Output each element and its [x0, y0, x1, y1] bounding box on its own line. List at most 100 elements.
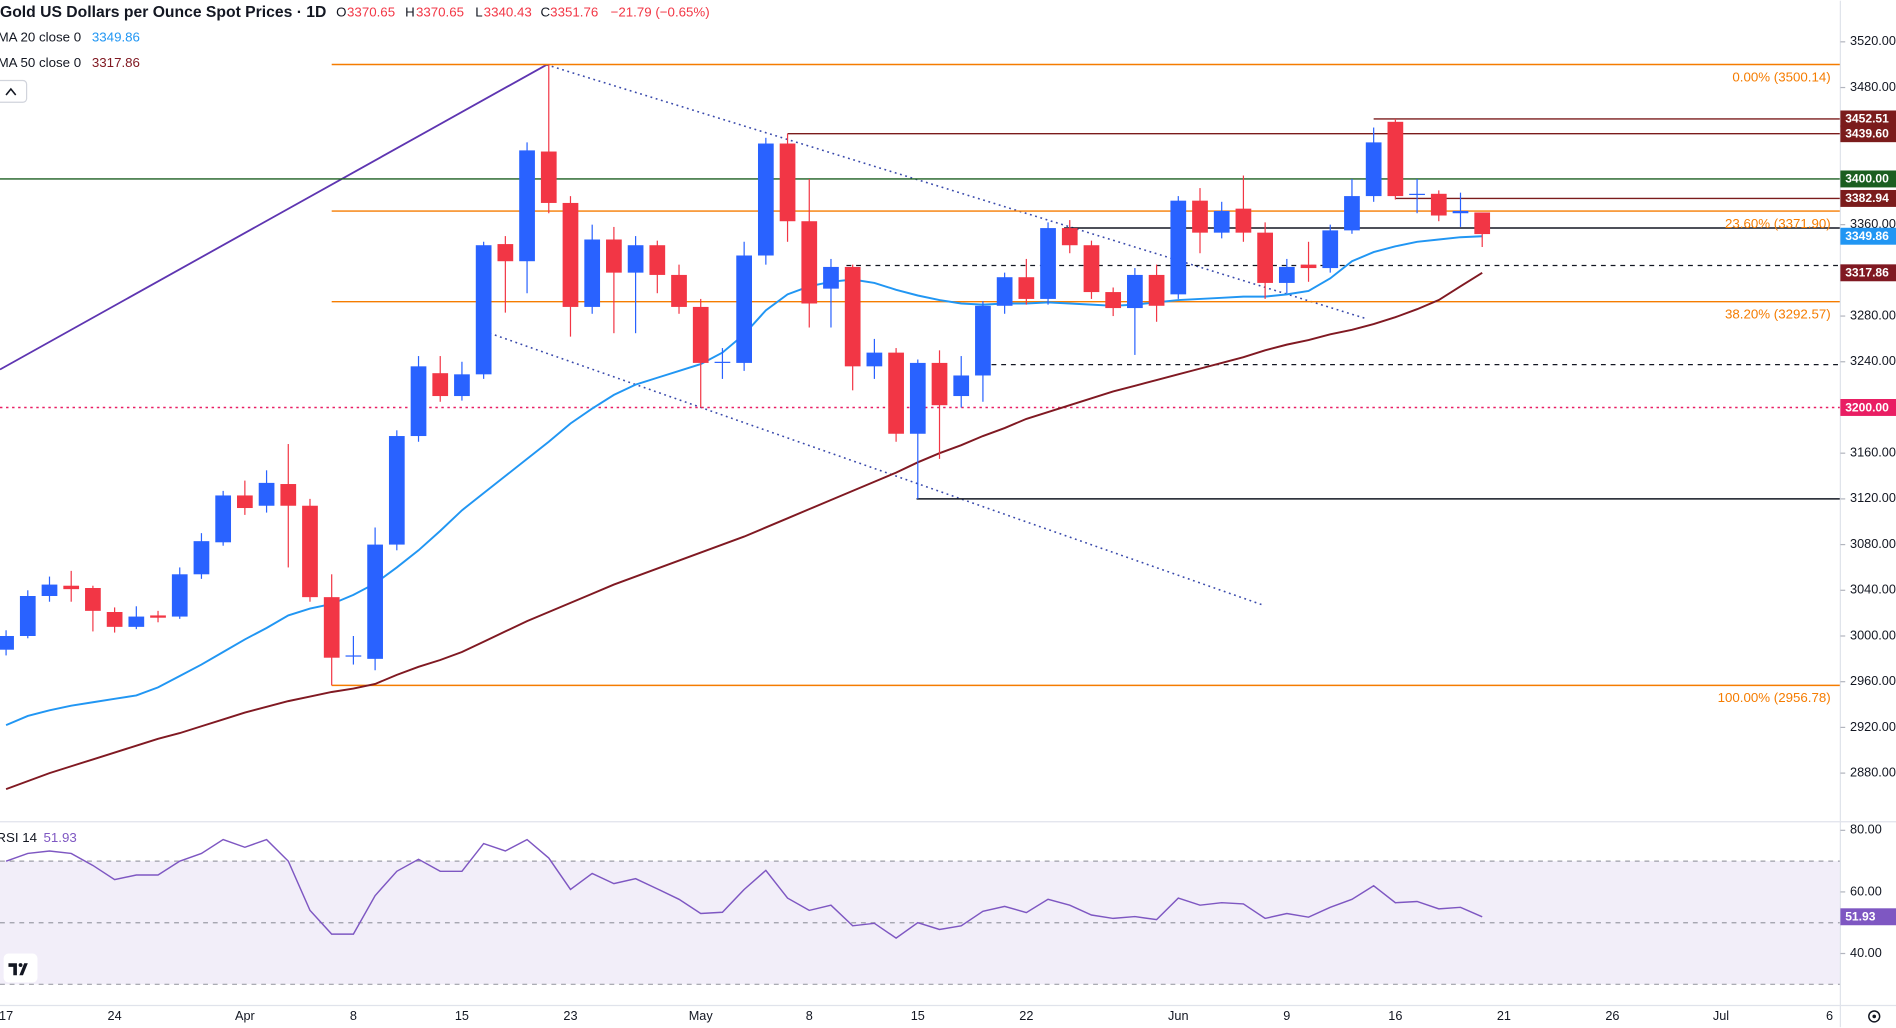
overlay-layer: 17 24 Apr 8 15 23 May 8 15 22 Jun 9 16 21 26 Jul 6 3520.0… — [0, 34, 1896, 1023]
logo-frame[interactable] — [3, 953, 38, 983]
ohlc-label: L — [475, 4, 482, 19]
candle-body — [258, 482, 275, 506]
candle-body — [432, 373, 449, 397]
candle-body — [323, 597, 340, 658]
trend-line — [0, 63, 547, 371]
y-tick-label: 3240.00 — [1850, 354, 1896, 368]
price-tag — [1840, 170, 1896, 188]
chart-title: Gold US Dollars per Ounce Spot Prices · … — [0, 4, 326, 21]
ohlc-value: 3370.65 — [347, 4, 395, 19]
candle-body — [171, 574, 188, 617]
ohlc-label: O — [336, 4, 346, 19]
candle-body — [1344, 196, 1360, 231]
price-tag-label: 3400.00 — [1845, 172, 1889, 186]
trend-line — [546, 64, 1367, 320]
moving-average — [5, 271, 1483, 791]
gear-center[interactable] — [1872, 1014, 1877, 1019]
tradingview-logo[interactable] — [3, 953, 38, 983]
candle-body — [649, 245, 666, 275]
y-tick-label: 60.00 — [1850, 884, 1882, 898]
price-tag-label: 3317.86 — [1845, 266, 1889, 280]
y-tick-label: 3360.00 — [1850, 217, 1896, 231]
logo-mark[interactable] — [8, 963, 28, 976]
candle-body — [367, 544, 383, 659]
x-tick-label: 16 — [1388, 1009, 1402, 1023]
candle-body — [106, 612, 123, 627]
candle-body — [497, 244, 514, 262]
candle-body — [1061, 228, 1078, 246]
fib-label: 23.60% (3371.90) — [1725, 216, 1831, 231]
candle-body — [454, 374, 470, 397]
x-tick-label: Apr — [235, 1009, 256, 1023]
candle-body — [1127, 274, 1143, 309]
candle-body — [475, 245, 492, 375]
ohlc-value: 3370.65 — [416, 4, 464, 19]
ohlc-value: 3340.43 — [484, 4, 532, 19]
x-tick-label: 15 — [911, 1009, 925, 1023]
candle-body — [410, 366, 427, 437]
candle-body — [757, 143, 774, 256]
legend-entry: MA 50 close 0 — [0, 55, 81, 70]
candle-body — [1192, 200, 1208, 233]
x-tick-label: 15 — [455, 1009, 469, 1023]
candle-body — [671, 274, 687, 307]
collapse-button[interactable] — [0, 79, 28, 103]
candle-body — [1430, 193, 1447, 216]
price-tag-label: 3349.86 — [1845, 229, 1889, 243]
candle-body — [975, 305, 991, 376]
candle-body — [41, 584, 58, 597]
price-tag-label: 3452.51 — [1845, 112, 1889, 126]
candle-body — [823, 266, 839, 289]
x-tick-label: 8 — [350, 1009, 357, 1023]
legend-entry: MA 20 close 0 — [0, 30, 81, 45]
candle-body — [1257, 232, 1273, 283]
chevron-icon[interactable] — [5, 87, 17, 96]
y-tick-label: 2880.00 — [1850, 765, 1896, 779]
candle-body — [1452, 210, 1469, 214]
candle-body — [388, 436, 405, 545]
price-tag — [1840, 189, 1896, 207]
candle-body — [584, 239, 601, 307]
candle-body — [996, 277, 1013, 306]
candle-body — [1365, 142, 1382, 197]
fib-label: 100.00% (2956.78) — [1718, 690, 1831, 705]
candle-body — [19, 596, 36, 636]
candle-body — [1040, 228, 1056, 299]
rsi-line — [5, 838, 1483, 939]
x-tick-label: 23 — [563, 1009, 577, 1023]
change: −21.79 (−0.65%) — [611, 4, 710, 19]
candle-body — [909, 362, 926, 434]
candle-body — [150, 615, 166, 618]
candle-body — [606, 239, 622, 273]
gear-icon[interactable] — [1868, 1010, 1881, 1023]
rsi-value: 51.93 — [44, 830, 77, 845]
logo-dot[interactable] — [18, 963, 23, 967]
y-tick-label: 3000.00 — [1850, 628, 1896, 642]
x-tick-label: Jun — [1168, 1009, 1188, 1023]
price-tag — [1840, 125, 1896, 143]
candle-body — [302, 505, 318, 598]
candle-body — [85, 588, 101, 611]
price-tag — [1840, 908, 1896, 926]
settings-button[interactable] — [1868, 1010, 1881, 1023]
candle-body — [1148, 274, 1165, 306]
x-tick-label: 6 — [1826, 1009, 1833, 1023]
ohlc-label: C — [541, 4, 551, 19]
candle-body — [0, 635, 14, 650]
candle-body — [345, 655, 362, 657]
legend-value: 3317.86 — [92, 55, 140, 70]
candle-body — [1235, 208, 1252, 233]
candle-body — [692, 306, 709, 363]
plot-layers: 0.00% (3500.14) 23.60% (3371.90) 38.20% (3… — [0, 63, 1841, 985]
candle-body — [1105, 292, 1122, 309]
legend-value: 3349.86 — [92, 30, 140, 45]
price-tag — [1840, 110, 1896, 128]
ohlc-label: H — [405, 4, 415, 19]
candle-body — [540, 151, 557, 203]
y-tick-label: 3480.00 — [1850, 80, 1896, 94]
x-tick-label: 22 — [1019, 1009, 1033, 1023]
candle-body — [1409, 193, 1425, 196]
x-tick-label: 9 — [1283, 1009, 1290, 1023]
price-tag — [1840, 399, 1896, 416]
